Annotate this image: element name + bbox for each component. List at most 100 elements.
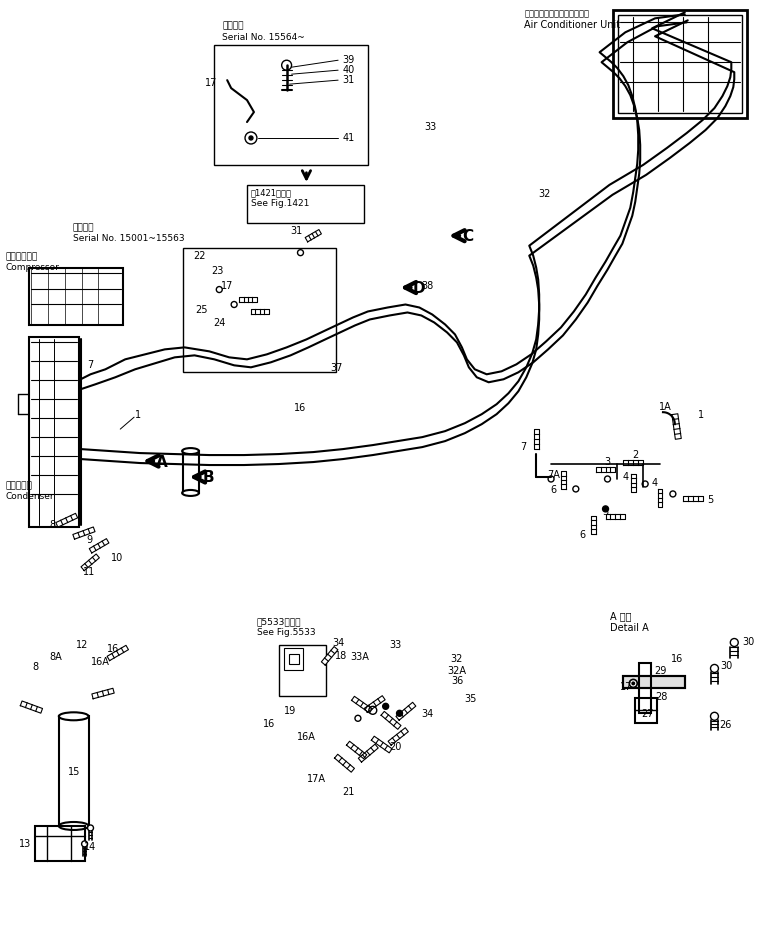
Bar bbox=[289, 655, 299, 664]
Text: 32: 32 bbox=[451, 654, 463, 664]
Text: 30: 30 bbox=[742, 636, 754, 645]
Text: コンデンサ: コンデンサ bbox=[5, 481, 33, 490]
Text: B: B bbox=[202, 470, 215, 485]
Polygon shape bbox=[239, 298, 257, 303]
Ellipse shape bbox=[182, 490, 199, 496]
Text: 16: 16 bbox=[107, 644, 120, 654]
Text: 1: 1 bbox=[135, 409, 141, 420]
Circle shape bbox=[282, 61, 292, 71]
Circle shape bbox=[670, 491, 676, 497]
Text: 41: 41 bbox=[342, 133, 354, 143]
Bar bbox=[29, 338, 79, 527]
Polygon shape bbox=[365, 696, 385, 713]
Text: A: A bbox=[156, 454, 168, 469]
Circle shape bbox=[710, 712, 719, 721]
Text: Air Conditioner Unit: Air Conditioner Unit bbox=[525, 20, 621, 30]
Polygon shape bbox=[623, 460, 644, 465]
Text: エアコンディショナユニット: エアコンディショナユニット bbox=[525, 10, 589, 19]
Text: コンプレッサ: コンプレッサ bbox=[5, 252, 38, 261]
Polygon shape bbox=[352, 697, 372, 713]
Text: 16A: 16A bbox=[297, 731, 316, 742]
Text: 17: 17 bbox=[620, 682, 632, 692]
Bar bbox=[279, 645, 326, 697]
Polygon shape bbox=[606, 515, 625, 520]
Text: 35: 35 bbox=[465, 694, 477, 704]
Bar bbox=[29, 268, 124, 327]
Bar bbox=[623, 677, 684, 688]
Text: 34: 34 bbox=[332, 637, 344, 646]
Circle shape bbox=[216, 288, 222, 293]
Circle shape bbox=[245, 133, 257, 145]
Text: 31: 31 bbox=[290, 226, 302, 235]
Text: 17A: 17A bbox=[307, 773, 326, 783]
Text: 34: 34 bbox=[421, 708, 434, 719]
Text: 36: 36 bbox=[451, 676, 463, 685]
Text: Serial No. 15001~15563: Serial No. 15001~15563 bbox=[73, 234, 184, 243]
Text: 17: 17 bbox=[221, 280, 233, 290]
Ellipse shape bbox=[59, 712, 89, 721]
Text: 38: 38 bbox=[421, 280, 434, 290]
Polygon shape bbox=[596, 467, 615, 472]
Text: 28: 28 bbox=[655, 691, 667, 702]
Polygon shape bbox=[672, 414, 681, 440]
Text: 16A: 16A bbox=[91, 657, 110, 666]
Circle shape bbox=[629, 680, 637, 687]
Bar bbox=[283, 649, 303, 671]
Text: 31: 31 bbox=[342, 75, 354, 85]
Text: 1A: 1A bbox=[659, 402, 672, 412]
Text: 32A: 32A bbox=[447, 665, 466, 676]
Circle shape bbox=[710, 664, 719, 673]
Text: 1: 1 bbox=[697, 409, 703, 420]
Circle shape bbox=[730, 639, 738, 646]
Text: 24: 24 bbox=[213, 318, 225, 328]
Text: D: D bbox=[413, 281, 426, 296]
Circle shape bbox=[82, 841, 88, 847]
Polygon shape bbox=[251, 309, 269, 315]
Text: 10: 10 bbox=[111, 552, 124, 563]
Polygon shape bbox=[89, 539, 109, 553]
Polygon shape bbox=[346, 742, 367, 759]
Text: 11: 11 bbox=[83, 566, 96, 576]
Polygon shape bbox=[321, 647, 338, 665]
Text: 37: 37 bbox=[330, 363, 343, 373]
Text: 16: 16 bbox=[671, 654, 683, 664]
Bar bbox=[183, 248, 336, 373]
Text: 25: 25 bbox=[196, 306, 208, 315]
Text: 16: 16 bbox=[263, 719, 275, 728]
Bar bbox=[635, 699, 657, 724]
Bar bbox=[35, 826, 85, 861]
Bar bbox=[59, 717, 89, 826]
Circle shape bbox=[298, 250, 303, 256]
Text: 13: 13 bbox=[19, 838, 31, 848]
Bar bbox=[613, 11, 747, 119]
Polygon shape bbox=[305, 230, 321, 243]
Ellipse shape bbox=[182, 448, 199, 455]
Text: 29: 29 bbox=[654, 665, 666, 676]
Text: 7A: 7A bbox=[547, 469, 560, 480]
Text: 33A: 33A bbox=[350, 652, 369, 662]
Text: 6: 6 bbox=[550, 485, 556, 494]
Text: 12: 12 bbox=[77, 639, 89, 649]
Text: 14: 14 bbox=[84, 841, 97, 851]
Circle shape bbox=[631, 682, 635, 685]
Text: 前1421図参照: 前1421図参照 bbox=[251, 188, 292, 197]
Polygon shape bbox=[534, 429, 539, 449]
Text: 39: 39 bbox=[342, 55, 354, 65]
Text: 9: 9 bbox=[86, 534, 92, 545]
Text: 16: 16 bbox=[294, 403, 307, 413]
Polygon shape bbox=[20, 702, 42, 713]
Text: 4: 4 bbox=[652, 478, 658, 487]
Polygon shape bbox=[81, 554, 99, 571]
Bar bbox=[623, 677, 684, 688]
Text: 前5533図参照: 前5533図参照 bbox=[257, 617, 302, 625]
Text: Compressor: Compressor bbox=[5, 263, 59, 272]
Text: 適用号機: 適用号機 bbox=[73, 223, 94, 232]
Text: 22: 22 bbox=[193, 250, 205, 261]
Text: 21: 21 bbox=[342, 786, 354, 796]
Circle shape bbox=[231, 302, 237, 308]
Text: 30: 30 bbox=[720, 661, 733, 671]
Text: 6: 6 bbox=[580, 529, 586, 539]
Ellipse shape bbox=[59, 823, 89, 830]
Polygon shape bbox=[371, 737, 392, 753]
Circle shape bbox=[603, 506, 609, 512]
